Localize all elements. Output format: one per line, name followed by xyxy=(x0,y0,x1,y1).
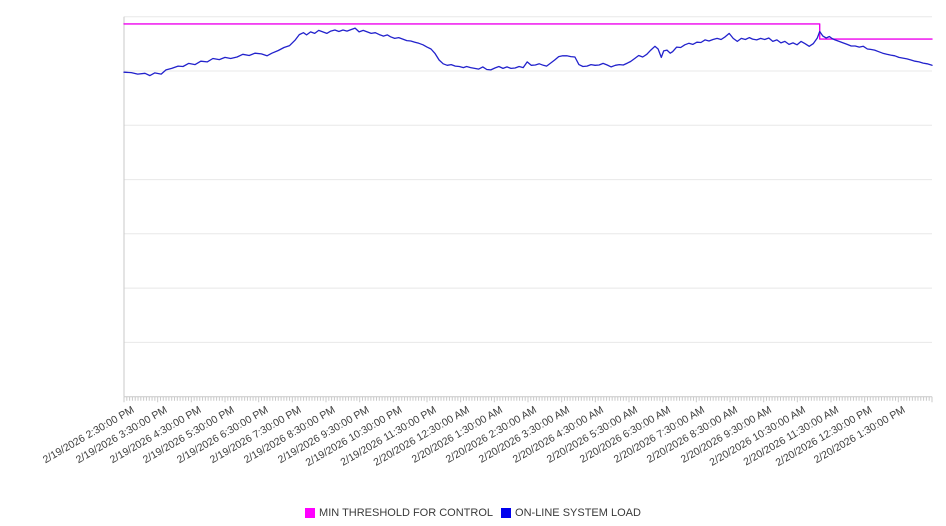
legend-item-threshold: MIN THRESHOLD FOR CONTROL xyxy=(305,507,493,519)
legend-label-load: ON-LINE SYSTEM LOAD xyxy=(515,507,641,519)
legend: MIN THRESHOLD FOR CONTROL ON-LINE SYSTEM… xyxy=(0,507,946,519)
legend-item-load: ON-LINE SYSTEM LOAD xyxy=(501,507,641,519)
legend-swatch-threshold-icon xyxy=(305,508,316,518)
legend-label-threshold: MIN THRESHOLD FOR CONTROL xyxy=(319,507,494,519)
legend-swatch-load-icon xyxy=(501,508,512,518)
